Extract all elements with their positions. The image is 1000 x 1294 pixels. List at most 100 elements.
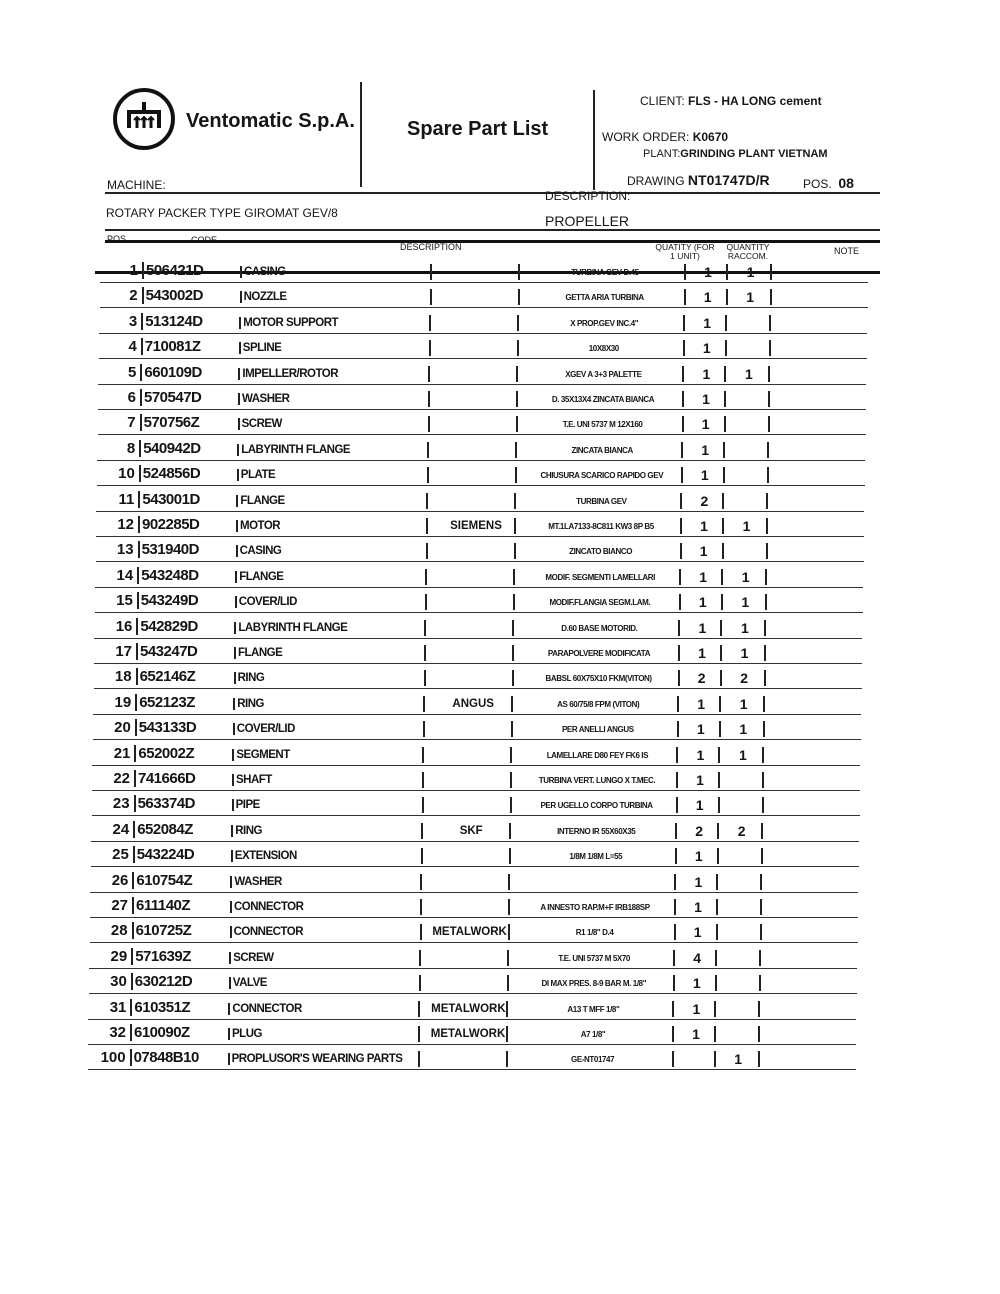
- part-note: ZINCATA BIANCA: [571, 445, 634, 455]
- manufacturer: SKF: [459, 824, 483, 837]
- table-row: 15 543249D COVER/LID MODIF.FLANGIA SEGM.LAM…: [94, 588, 863, 614]
- column-separator: [681, 416, 684, 433]
- part-note: GE-NT01747: [571, 1055, 615, 1065]
- column-separator: [757, 1051, 760, 1068]
- column-separator: [765, 543, 768, 560]
- column-separator: [768, 391, 770, 407]
- column-separator: [511, 670, 514, 687]
- part-code: 543248D: [137, 566, 199, 584]
- row-position: 28: [110, 922, 128, 940]
- part-description: PIPE: [231, 799, 260, 812]
- part-code: 630212D: [130, 973, 193, 991]
- column-separator: [717, 822, 720, 839]
- quantity-recommended: 1: [740, 619, 749, 636]
- column-separator: [679, 543, 682, 560]
- table-row: 28 610725Z CONNECTOR METALWORK R1 1/8" D.4 1: [89, 918, 858, 944]
- part-description: CONNECTOR: [228, 1002, 302, 1015]
- column-separator: [676, 772, 678, 788]
- part-code: 524856D: [138, 465, 201, 483]
- column-separator: [722, 492, 725, 509]
- column-separator: [716, 899, 718, 915]
- column-separator: [719, 670, 722, 687]
- column-separator: [428, 391, 430, 407]
- row-position: 22: [113, 770, 130, 787]
- part-code: 543002D: [141, 287, 203, 305]
- quantity-recommended: 1: [734, 1051, 742, 1068]
- quantity-per-unit: 1: [703, 314, 712, 331]
- part-description: COVER/LID: [234, 596, 297, 609]
- part-description: FLANGE: [234, 647, 283, 659]
- table-row: 100 07848B10 PROPLUSOR'S WEARING PARTS GE-N…: [87, 1045, 856, 1071]
- quantity-recommended: 1: [740, 645, 749, 661]
- part-note: INTERNO IR 55X60X35: [557, 826, 636, 836]
- column-separator: [513, 568, 516, 585]
- column-separator: [676, 746, 679, 763]
- part-note: MODIF. SEGMENTI LAMELLARI: [545, 572, 655, 582]
- part-description: CASING: [240, 266, 286, 278]
- column-separator: [679, 568, 682, 585]
- column-separator: [420, 848, 423, 865]
- column-separator: [682, 340, 685, 357]
- part-description: NOZZLE: [239, 291, 287, 304]
- part-code: 543247D: [136, 643, 198, 660]
- column-separator: [720, 645, 722, 661]
- row-position: 5: [128, 363, 137, 381]
- part-code: 570756Z: [139, 414, 200, 432]
- part-description: PROPLUSOR'S WEARING PARTS: [227, 1053, 403, 1066]
- column-separator: [421, 797, 424, 814]
- row-position: 23: [112, 795, 130, 813]
- table-row: 32 610090Z PLUG METALWORK A7 1/8" 1: [88, 1020, 856, 1045]
- column-separator: [508, 873, 511, 890]
- part-note: MODIF.FLANGIA SEGM.LAM.: [549, 598, 651, 608]
- part-note: CHIUSURA SCARICO RAPIDO GEV: [540, 471, 664, 481]
- part-note: BABSL 60X75X10 FKM(VITON): [545, 674, 653, 684]
- column-separator: [722, 518, 724, 534]
- part-description: FLANGE: [236, 494, 285, 507]
- column-separator: [766, 518, 768, 534]
- header-divider: [360, 82, 362, 187]
- table-row: 5 660109D IMPELLER/ROTOR XGEV A 3+3 PALETTE…: [98, 360, 867, 385]
- table-row: 2 543002D NOZZLE GETTA ARIA TURBINA 1 1: [99, 283, 868, 309]
- column-separator: [724, 365, 727, 382]
- column-separator: [424, 619, 427, 636]
- column-separator: [769, 289, 772, 306]
- quantity-per-unit: 2: [700, 492, 709, 509]
- row-position: 3: [128, 312, 138, 330]
- quantity-recommended: 1: [741, 568, 750, 585]
- table-row: 27 611140Z CONNECTOR A INNESTO RAP.M+F IRB1…: [90, 893, 858, 918]
- column-separator: [517, 289, 520, 306]
- column-separator: [675, 822, 678, 839]
- part-code: 902285D: [138, 516, 200, 533]
- column-separator: [714, 975, 717, 992]
- column-separator: [512, 645, 514, 661]
- part-code: 610725Z: [131, 922, 192, 940]
- quantity-per-unit: 1: [699, 543, 708, 560]
- part-description: IMPELLER/ROTOR: [238, 367, 339, 380]
- column-separator: [426, 492, 429, 509]
- quantity-per-unit: 1: [694, 873, 703, 890]
- position-label: POS.: [803, 177, 832, 191]
- column-separator: [724, 340, 727, 357]
- column-separator: [680, 467, 683, 484]
- col-note: NOTE: [834, 246, 860, 256]
- quantity-per-unit: 1: [696, 772, 704, 788]
- table-row: 11 543001D FLANGE TURBINA GEV 2: [96, 487, 865, 512]
- column-separator: [418, 975, 421, 992]
- column-separator: [721, 543, 724, 560]
- quantity-recommended: 1: [738, 746, 747, 763]
- description-value: PROPELLER: [545, 213, 630, 229]
- column-separator: [722, 467, 725, 484]
- row-position: 15: [116, 592, 133, 610]
- column-separator: [507, 949, 510, 966]
- column-separator: [514, 467, 517, 484]
- quantity-per-unit: 1: [703, 289, 712, 306]
- column-separator: [672, 975, 675, 992]
- column-separator: [430, 264, 432, 280]
- column-separator: [514, 518, 516, 534]
- part-code: 570547D: [140, 389, 202, 406]
- part-note: X PROP.GEV INC.4": [570, 318, 639, 328]
- quantity-recommended: 1: [741, 594, 750, 611]
- column-separator: [719, 695, 722, 712]
- column-separator: [507, 924, 510, 941]
- position-info: POS. 08: [803, 175, 854, 191]
